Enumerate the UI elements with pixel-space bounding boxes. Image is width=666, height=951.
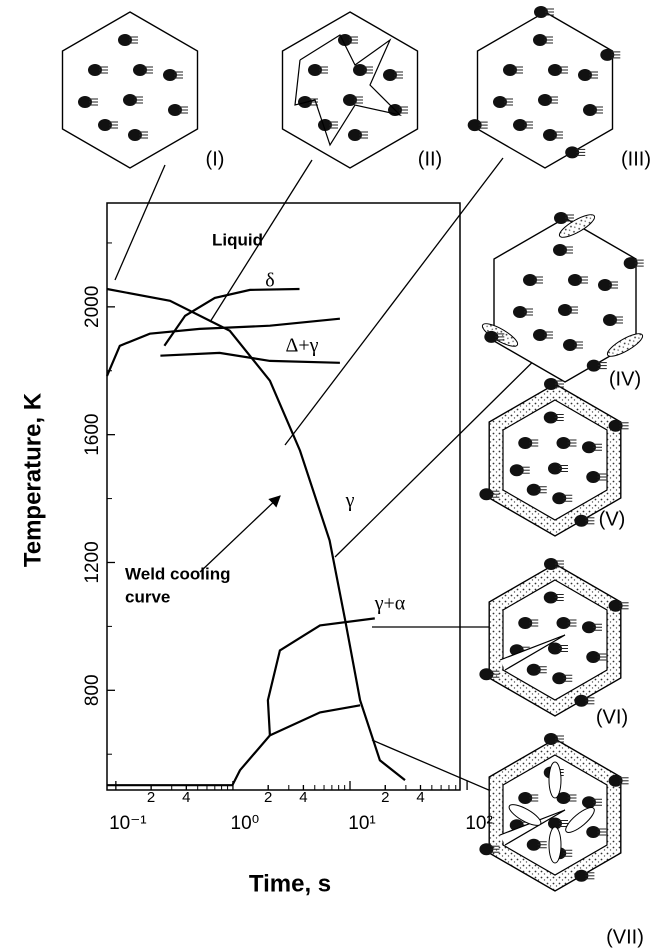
annotation: γ+α <box>374 593 406 615</box>
y-axis-title: Temperature, K <box>19 392 46 567</box>
y-tick-label: 1600 <box>82 414 103 456</box>
grain <box>478 12 613 168</box>
acicular-ferrite <box>549 762 561 798</box>
curve <box>268 618 375 735</box>
x-tick-label: 2 <box>147 789 155 806</box>
x-tick-label: 2 <box>264 789 272 806</box>
figure: Time, s Temperature, K 10⁻¹2410⁰2410¹241… <box>0 0 666 951</box>
x-tick-label: 4 <box>182 789 190 806</box>
x-tick-label: 4 <box>299 789 307 806</box>
curve <box>107 705 360 785</box>
x-tick-label: 10¹ <box>348 813 375 834</box>
grain <box>283 12 418 168</box>
x-axis-title: Time, s <box>249 870 331 897</box>
annotation: δ <box>265 270 274 292</box>
annotation: Δ+γ <box>286 335 319 357</box>
x-tick-label: 4 <box>416 789 424 806</box>
grain <box>63 12 198 168</box>
x-tick-label: 10⁰ <box>231 813 260 834</box>
y-tick-label: 800 <box>82 674 103 706</box>
arrow <box>200 496 280 572</box>
annotation: curve <box>125 587 170 606</box>
curve <box>107 289 405 780</box>
stage-label: (II) <box>418 148 442 170</box>
connector <box>115 165 165 280</box>
schematics <box>63 6 646 891</box>
connector <box>285 158 503 445</box>
stage-label: (III) <box>621 148 651 170</box>
annotation: Liquid <box>212 230 263 249</box>
stage-label: (VI) <box>596 706 628 728</box>
grain <box>494 218 636 382</box>
stage-label: (IV) <box>609 368 641 390</box>
curve <box>164 289 299 346</box>
x-tick-label: 10⁻¹ <box>109 813 147 834</box>
annotation: Weld cooling <box>125 564 230 583</box>
annotation: γ <box>345 490 355 512</box>
acicular-ferrite <box>549 827 561 863</box>
y-tick-label: 2000 <box>82 286 103 328</box>
x-tick-label: 2 <box>381 789 389 806</box>
x-tick-label: 10² <box>465 813 492 834</box>
plot-frame <box>107 203 460 790</box>
stage-label: (I) <box>206 148 225 170</box>
stage-label: (V) <box>599 508 626 530</box>
y-tick-label: 1200 <box>82 541 103 583</box>
stage-label: (VII) <box>606 926 644 948</box>
